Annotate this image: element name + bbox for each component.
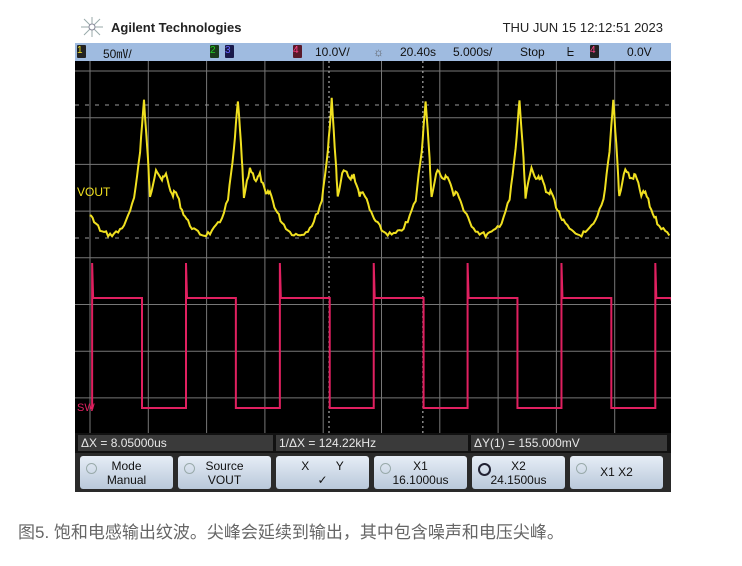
softkey-value: 16.1000us bbox=[392, 473, 449, 487]
x1x2-softkey[interactable]: X1 X2 bbox=[570, 456, 663, 489]
softkey-label: Mode bbox=[111, 459, 142, 473]
softkey-bar: Mode Manual Source VOUT X Y ✓ X1 16.1000us X… bbox=[75, 453, 671, 492]
ch4-scale[interactable]: 10.0V/ bbox=[315, 45, 350, 59]
inverse-delta-x-readout: 1/ΔX = 124.22kHz bbox=[276, 435, 468, 451]
knob-icon bbox=[576, 463, 587, 474]
knob-icon bbox=[380, 463, 391, 474]
delta-y-readout: ΔY(1) = 155.000mV bbox=[471, 435, 667, 451]
status-bar: 1 50㎷/ 2 3 4 10.0V/ ☼ 20.40s 5.000s/ Sto… bbox=[75, 43, 671, 61]
softkey-label: X Y bbox=[301, 459, 344, 473]
waveform-display: VOUT SW bbox=[75, 61, 707, 446]
waveform-plot: VOUT SW bbox=[75, 61, 707, 446]
delta-x-readout: ΔX = 8.05000us bbox=[78, 435, 273, 451]
measurement-bar: ΔX = 8.05000us 1/ΔX = 124.22kHz ΔY(1) = … bbox=[75, 433, 671, 453]
xy-softkey[interactable]: X Y ✓ bbox=[276, 456, 369, 489]
softkey-label: X1 bbox=[413, 459, 428, 473]
knob-icon bbox=[184, 463, 195, 474]
channel-3-badge[interactable]: 3 bbox=[225, 45, 234, 58]
vout-trace bbox=[89, 97, 671, 240]
datetime: THU JUN 15 12:12:51 2023 bbox=[502, 20, 663, 35]
channel-2-badge[interactable]: 2 bbox=[210, 45, 219, 58]
timebase[interactable]: 5.000s/ bbox=[453, 45, 493, 59]
softkey-label: Source bbox=[205, 459, 244, 473]
trigger-level[interactable]: 0.0V bbox=[627, 45, 652, 59]
source-softkey[interactable]: Source VOUT bbox=[178, 456, 271, 489]
oscilloscope-screen: Agilent Technologies THU JUN 15 12:12:51… bbox=[75, 10, 707, 492]
ch1-scale[interactable]: 50㎷/ bbox=[103, 47, 132, 61]
softkey-value: 24.1500us bbox=[490, 473, 547, 487]
softkey-value: Manual bbox=[106, 473, 147, 487]
channel-1-badge[interactable]: 1 bbox=[77, 45, 86, 58]
mode-softkey[interactable]: Mode Manual bbox=[80, 456, 173, 489]
agilent-spark-logo bbox=[81, 17, 103, 37]
trigger-position-icon: ☼ bbox=[373, 45, 384, 59]
run-state[interactable]: Stop bbox=[520, 45, 545, 59]
trigger-position[interactable]: 20.40s bbox=[400, 45, 437, 59]
channel-4-badge[interactable]: 4 bbox=[293, 45, 302, 58]
trigger-channel-badge: 4 bbox=[590, 45, 599, 58]
softkey-value: ✓ bbox=[317, 473, 328, 487]
trigger-edge-icon: ᖶ bbox=[567, 45, 575, 59]
x2-softkey[interactable]: X2 24.1500us bbox=[472, 456, 565, 489]
knob-icon bbox=[86, 463, 97, 474]
header: Agilent Technologies THU JUN 15 12:12:51… bbox=[75, 10, 671, 43]
x1-softkey[interactable]: X1 16.1000us bbox=[374, 456, 467, 489]
knob-active-icon bbox=[478, 463, 491, 476]
softkey-label: X2 bbox=[511, 459, 526, 473]
brand-name: Agilent Technologies bbox=[111, 20, 242, 35]
softkey-value: VOUT bbox=[207, 473, 242, 487]
sw-trace bbox=[90, 262, 707, 409]
softkey-label: X1 X2 bbox=[600, 465, 633, 479]
figure-caption: 图5. 饱和电感输出纹波。尖峰会延续到输出，其中包含噪声和电压尖峰。 bbox=[18, 523, 564, 542]
sw-label: SW bbox=[77, 402, 95, 414]
vout-label: VOUT bbox=[77, 185, 111, 199]
